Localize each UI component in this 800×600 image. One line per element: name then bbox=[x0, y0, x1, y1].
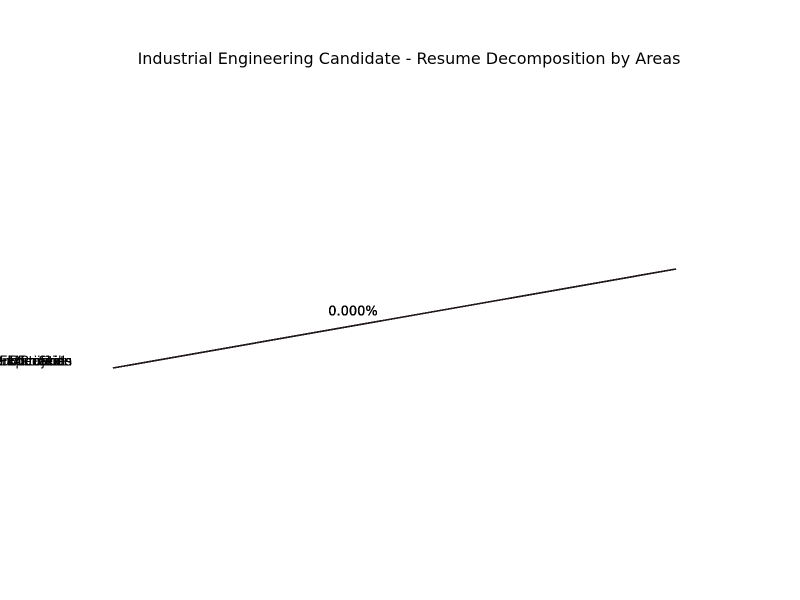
slice-label-certifications: Certifications bbox=[0, 355, 72, 370]
slice-label-projects: Projects bbox=[21, 355, 72, 370]
percent-label: 0.000% bbox=[328, 305, 378, 320]
percent-label: 0.000% bbox=[328, 305, 378, 320]
slice-label-work-experience: Work Experience bbox=[0, 355, 72, 370]
percent-label: 0.000% bbox=[328, 305, 378, 320]
chart-title: Industrial Engineering Candidate - Resum… bbox=[138, 49, 681, 68]
pie-slices bbox=[112, 268, 677, 369]
slice-labels: EducationWork ExperienceSkillsCertificat… bbox=[0, 355, 72, 370]
percent-label: 0.000% bbox=[328, 305, 378, 320]
percent-label: 0.000% bbox=[328, 305, 378, 320]
pie-slice-publications bbox=[112, 268, 677, 369]
slice-label-publications: Publications bbox=[0, 355, 72, 370]
slice-label-extracurricular-activities: Extracurricular Activities bbox=[0, 355, 72, 370]
slice-label-education: Education bbox=[7, 355, 72, 370]
slice-label-skills: Skills bbox=[39, 355, 73, 370]
percent-labels: 0.000%0.000%0.000%0.000%0.000%0.000%0.00… bbox=[328, 305, 378, 320]
percent-label: 0.000% bbox=[328, 305, 378, 320]
percent-label: 0.000% bbox=[328, 305, 378, 320]
